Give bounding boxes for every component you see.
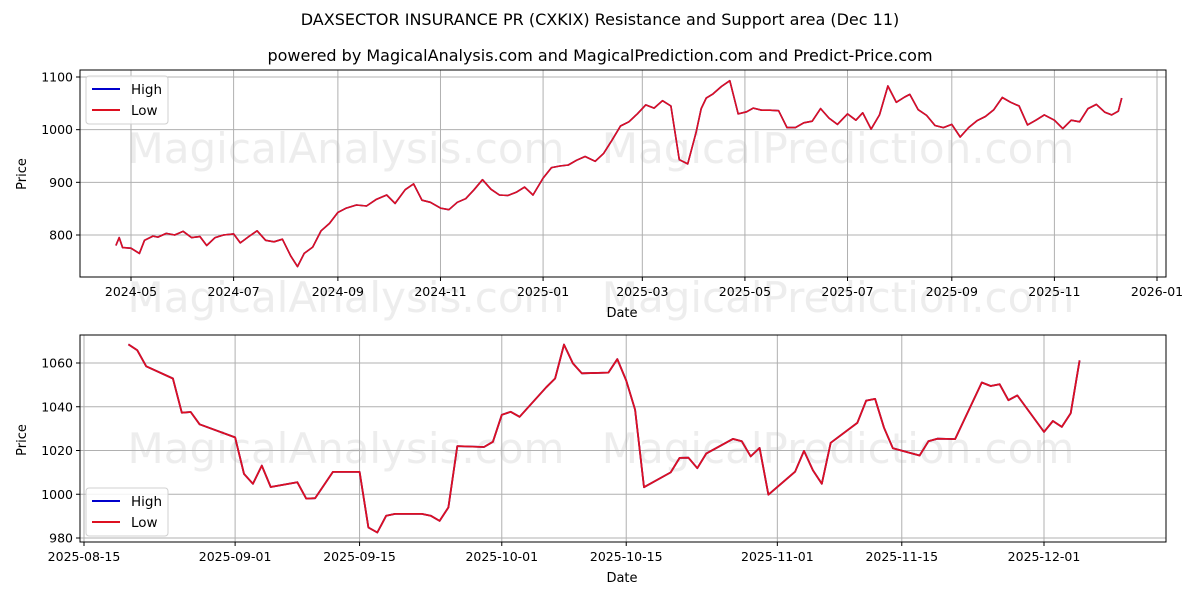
y-tick-label: 1020 xyxy=(41,443,73,458)
x-tick-label: 2026-01 xyxy=(1131,284,1183,299)
y-tick-label: 1100 xyxy=(41,70,73,85)
legend-low-label: Low xyxy=(131,103,158,119)
x-tick-label: 2024-11 xyxy=(414,284,466,299)
y-tick-label: 900 xyxy=(49,175,73,190)
top-grid xyxy=(80,70,1166,277)
top-axis-ticks: 800 900 1000 1100 2024-05 2024-07 2024-09 2024-… xyxy=(41,70,1183,300)
top-low-line xyxy=(115,79,1123,268)
watermark-prediction-mid: MagicalPrediction.com xyxy=(602,273,1075,322)
x-tick-label: 2025-09-15 xyxy=(323,549,396,564)
top-y-axis-label: Price xyxy=(15,158,30,190)
x-tick-label: 2025-09 xyxy=(926,284,978,299)
bottom-axis-ticks: 980 1000 1020 1040 1060 2025-08-15 2025-09-01 2… xyxy=(41,356,1080,565)
watermark-analysis-mid: MagicalAnalysis.com xyxy=(128,273,565,322)
legend-high-label: High xyxy=(131,494,162,510)
bottom-y-axis-label: Price xyxy=(15,424,30,456)
watermark-prediction-top: MagicalPrediction.com xyxy=(602,124,1075,173)
bottom-grid xyxy=(80,335,1166,542)
x-tick-label: 2025-10-15 xyxy=(590,549,663,564)
x-tick-label: 2024-05 xyxy=(105,284,157,299)
x-tick-label: 2025-11-01 xyxy=(741,549,814,564)
bottom-price-chart: MagicalAnalysis.com MagicalPrediction.co… xyxy=(15,334,1167,586)
watermark-prediction-bottom: MagicalPrediction.com xyxy=(602,424,1075,473)
x-tick-label: 2025-09-01 xyxy=(199,549,272,564)
x-tick-label: 2025-11 xyxy=(1028,284,1080,299)
legend-high-label: High xyxy=(131,82,162,98)
x-tick-label: 2025-11-15 xyxy=(865,549,938,564)
x-tick-label: 2024-07 xyxy=(207,284,259,299)
bottom-plot-frame xyxy=(79,334,1167,543)
chart-title: DAXSECTOR INSURANCE PR (CXKIX) Resistanc… xyxy=(300,10,900,29)
top-x-axis-label: Date xyxy=(606,306,637,321)
y-tick-label: 1000 xyxy=(41,487,73,502)
bottom-x-axis-label: Date xyxy=(606,571,637,586)
x-tick-label: 2025-07 xyxy=(821,284,873,299)
y-tick-label: 980 xyxy=(49,531,73,546)
x-tick-label: 2025-03 xyxy=(616,284,668,299)
watermark-analysis-bottom: MagicalAnalysis.com xyxy=(128,424,565,473)
watermark-analysis-top: MagicalAnalysis.com xyxy=(128,124,565,173)
y-tick-label: 1060 xyxy=(41,356,73,371)
y-tick-label: 1000 xyxy=(41,122,73,137)
x-tick-label: 2025-08-15 xyxy=(48,549,121,564)
legend-low-label: Low xyxy=(131,515,158,531)
bottom-legend: High Low xyxy=(85,487,169,537)
x-tick-label: 2024-09 xyxy=(312,284,364,299)
bottom-low-line xyxy=(127,343,1081,534)
x-tick-label: 2025-05 xyxy=(719,284,771,299)
x-tick-label: 2025-01 xyxy=(517,284,569,299)
y-tick-label: 800 xyxy=(49,228,73,243)
chart-subtitle: powered by MagicalAnalysis.com and Magic… xyxy=(267,46,933,65)
x-tick-label: 2025-10-01 xyxy=(465,549,538,564)
top-plot-frame xyxy=(79,69,1167,278)
y-tick-label: 1040 xyxy=(41,399,73,414)
top-price-chart: MagicalAnalysis.com MagicalPrediction.co… xyxy=(15,69,1183,322)
x-tick-label: 2025-12-01 xyxy=(1008,549,1081,564)
top-legend: High Low xyxy=(85,75,169,125)
top-high-line xyxy=(115,79,1123,268)
